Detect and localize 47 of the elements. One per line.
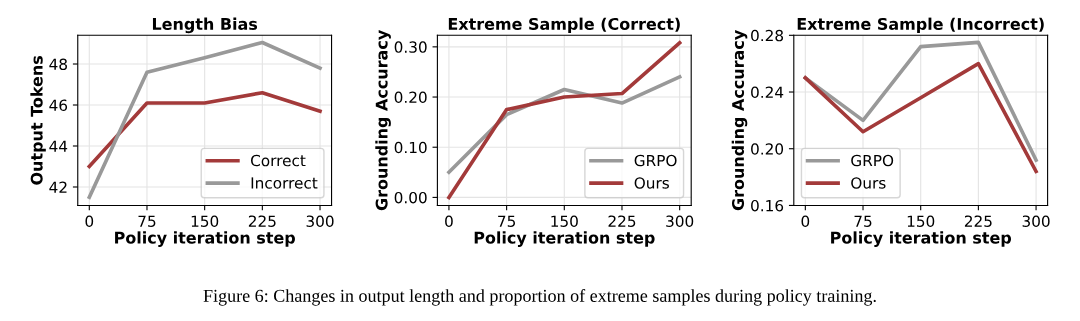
- x-tick-label: 75: [498, 215, 515, 227]
- y-tick-label: 0.20: [751, 143, 784, 155]
- x-axis-title: Policy iteration step: [831, 231, 1012, 247]
- y-tick-label: 0.00: [394, 191, 427, 204]
- x-tick-label: 75: [138, 215, 156, 227]
- y-axis-title: Output Tokens: [30, 56, 46, 185]
- y-tick-label: 44: [49, 140, 68, 152]
- chart-title: Length Bias: [152, 17, 258, 34]
- x-tick-label: 150: [191, 215, 219, 227]
- x-tick-label: 0: [445, 215, 453, 227]
- x-tick-label: 0: [801, 215, 810, 227]
- x-tick-label: 0: [85, 215, 94, 227]
- chart-title: Extreme Sample (Incorrect): [797, 17, 1044, 34]
- x-axis-title: Policy iteration step: [115, 231, 295, 247]
- x-tick-label: 300: [1022, 215, 1050, 227]
- legend-label: GRPO: [634, 154, 677, 167]
- x-tick-label: 150: [551, 215, 578, 227]
- x-tick-label: 225: [964, 215, 992, 227]
- x-tick-label: 300: [666, 215, 694, 227]
- y-tick-label: 0.16: [751, 199, 784, 212]
- y-tick-label: 42: [49, 181, 67, 193]
- line-series: [803, 61, 1038, 174]
- y-tick-label: 0.10: [394, 141, 427, 154]
- legend-label: GRPO: [851, 154, 894, 167]
- line-series: [447, 41, 682, 200]
- legend-label: Incorrect: [251, 177, 318, 189]
- x-tick-label: 75: [854, 215, 872, 227]
- y-tick-label: 0.20: [394, 91, 427, 104]
- legend-label: Correct: [250, 154, 306, 167]
- y-tick-label: 0.30: [394, 41, 427, 53]
- y-axis-title: Grounding Accuracy: [375, 30, 391, 211]
- chart-title: Extreme Sample (Correct): [448, 17, 680, 34]
- legend-label: Ours: [851, 177, 886, 189]
- y-tick-label: 0.28: [751, 29, 784, 42]
- y-tick-label: 48: [49, 58, 67, 71]
- line-series: [87, 40, 322, 200]
- legend-label: Ours: [634, 177, 669, 189]
- x-tick-label: 150: [907, 215, 935, 227]
- line-series: [87, 90, 322, 169]
- y-tick-label: 0.24: [751, 86, 784, 99]
- x-axis-title: Policy iteration step: [474, 231, 655, 247]
- y-tick-label: 46: [49, 99, 68, 112]
- caption: Figure 6: Changes in output length and proportion of extreme samples during policy training.: [203, 289, 876, 306]
- y-axis-title: Grounding Accuracy: [731, 30, 748, 211]
- x-tick-label: 300: [306, 215, 334, 227]
- x-tick-label: 225: [248, 215, 276, 227]
- x-tick-label: 225: [608, 215, 636, 227]
